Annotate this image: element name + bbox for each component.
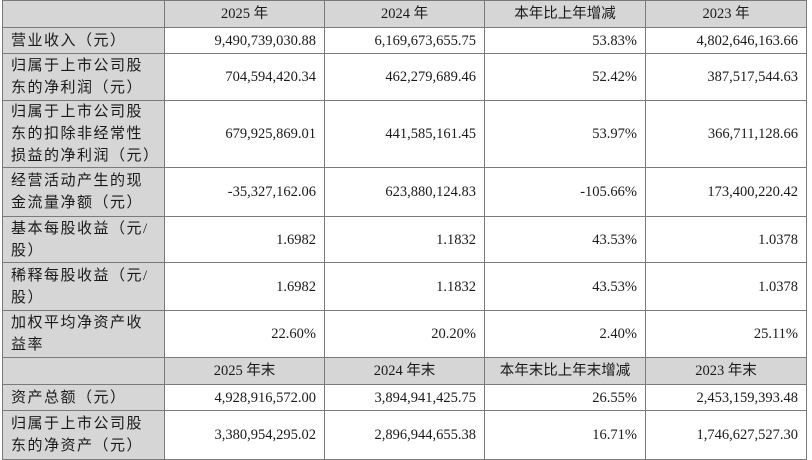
header-cell-2025: 2025 年 (164, 0, 325, 28)
row-label: 营业收入（元） (2, 27, 165, 54)
value-2023: 366,711,128.66 (645, 100, 807, 168)
header-cell-2024-end: 2024 年末 (324, 357, 485, 385)
value-change: 53.83% (484, 27, 646, 54)
row-label: 归属于上市公司股东的扣除非经常性损益的净利润（元） (2, 100, 165, 168)
header-cell-2023: 2023 年 (645, 0, 807, 28)
value-2025: 1.6982 (164, 216, 325, 263)
value-2024: 441,585,161.45 (324, 100, 485, 168)
value-2024: 6,169,673,655.75 (324, 27, 485, 54)
value-change: 52.42% (484, 53, 646, 101)
table-row-weighted-roe: 加权平均净资产收益率 22.60% 20.20% 2.40% 25.11% (2, 310, 807, 358)
value-2025: 22.60% (164, 310, 325, 358)
row-label: 经营活动产生的现金流量净额（元） (2, 167, 165, 217)
header-cell-empty (2, 357, 165, 385)
value-2023: 4,802,646,163.66 (645, 27, 807, 54)
value-2025-end: 4,928,916,572.00 (164, 384, 325, 411)
table-row-net-assets: 归属于上市公司股东的净资产（元） 3,380,954,295.02 2,896,… (2, 410, 807, 460)
row-label: 归属于上市公司股东的净资产（元） (2, 410, 165, 460)
value-change: 16.71% (484, 410, 646, 460)
row-label: 归属于上市公司股东的净利润（元） (2, 53, 165, 101)
value-change: 43.53% (484, 262, 646, 311)
value-2023: 1.0378 (645, 216, 807, 263)
value-2023-end: 1,746,627,527.30 (645, 410, 807, 460)
header-row-annual: 2025 年 2024 年 本年比上年增减 2023 年 (2, 0, 807, 28)
header-cell-2025-end: 2025 年末 (164, 357, 325, 385)
value-2025: -35,327,162.06 (164, 167, 325, 217)
table-row-diluted-eps: 稀释每股收益（元/股） 1.6982 1.1832 43.53% 1.0378 (2, 262, 807, 311)
value-2024: 20.20% (324, 310, 485, 358)
value-2024: 1.1832 (324, 262, 485, 311)
table-row-revenue: 营业收入（元） 9,490,739,030.88 6,169,673,655.7… (2, 27, 807, 54)
row-label: 资产总额（元） (2, 384, 165, 411)
value-2025: 1.6982 (164, 262, 325, 311)
value-change: 2.40% (484, 310, 646, 358)
row-label: 稀释每股收益（元/股） (2, 262, 165, 311)
value-2024-end: 2,896,944,655.38 (324, 410, 485, 460)
table-row-net-profit-excl-nonrecurring: 归属于上市公司股东的扣除非经常性损益的净利润（元） 679,925,869.01… (2, 100, 807, 168)
value-2025: 679,925,869.01 (164, 100, 325, 168)
value-change: 43.53% (484, 216, 646, 263)
value-2024: 1.1832 (324, 216, 485, 263)
header-cell-yoy-change-end: 本年末比上年末增减 (484, 357, 646, 385)
value-2023-end: 2,453,159,393.48 (645, 384, 807, 411)
value-2024: 462,279,689.46 (324, 53, 485, 101)
header-cell-2024: 2024 年 (324, 0, 485, 28)
table-row-net-profit: 归属于上市公司股东的净利润（元） 704,594,420.34 462,279,… (2, 53, 807, 101)
value-2025: 9,490,739,030.88 (164, 27, 325, 54)
row-label: 基本每股收益（元/股） (2, 216, 165, 263)
table-row-operating-cash-flow: 经营活动产生的现金流量净额（元） -35,327,162.06 623,880,… (2, 167, 807, 217)
value-change: 53.97% (484, 100, 646, 168)
value-change: 26.55% (484, 384, 646, 411)
header-cell-2023-end: 2023 年末 (645, 357, 807, 385)
header-row-year-end: 2025 年末 2024 年末 本年末比上年末增减 2023 年末 (2, 357, 807, 385)
value-2024: 623,880,124.83 (324, 167, 485, 217)
value-change: -105.66% (484, 167, 646, 217)
value-2025-end: 3,380,954,295.02 (164, 410, 325, 460)
value-2023: 25.11% (645, 310, 807, 358)
header-cell-yoy-change: 本年比上年增减 (484, 0, 646, 28)
value-2023: 387,517,544.63 (645, 53, 807, 101)
header-cell-empty (2, 0, 165, 28)
value-2023: 1.0378 (645, 262, 807, 311)
value-2023: 173,400,220.42 (645, 167, 807, 217)
row-label: 加权平均净资产收益率 (2, 310, 165, 358)
table-row-basic-eps: 基本每股收益（元/股） 1.6982 1.1832 43.53% 1.0378 (2, 216, 807, 263)
table-row-total-assets: 资产总额（元） 4,928,916,572.00 3,894,941,425.7… (2, 384, 807, 411)
value-2025: 704,594,420.34 (164, 53, 325, 101)
value-2024-end: 3,894,941,425.75 (324, 384, 485, 411)
